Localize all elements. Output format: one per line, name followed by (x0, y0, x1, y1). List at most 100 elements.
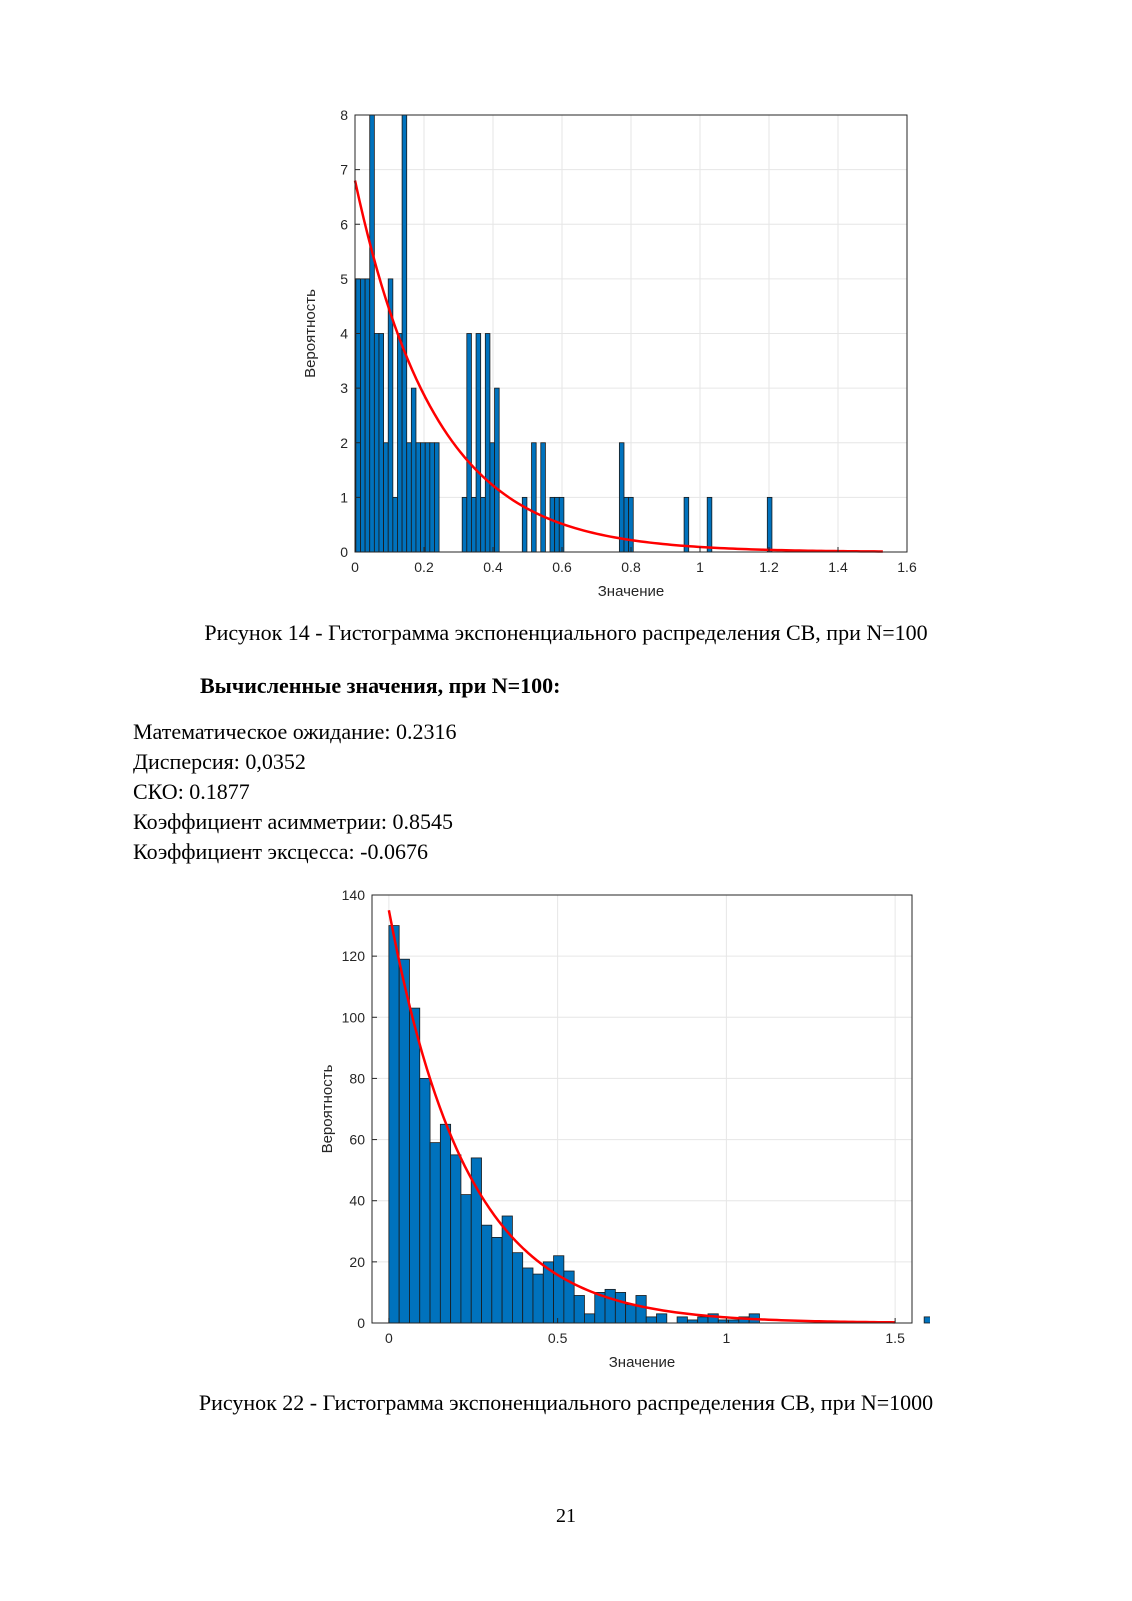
y-tick-label: 120 (342, 948, 366, 964)
x-axis-label: Значение (598, 583, 665, 600)
y-tick-label: 1 (340, 489, 348, 505)
x-tick-label: 0 (385, 1330, 393, 1346)
histogram-bar (706, 496, 713, 553)
histogram-bar (364, 278, 371, 553)
histogram-bar (604, 1288, 616, 1324)
histogram-bar (481, 1224, 493, 1324)
density-curve (353, 180, 883, 553)
histogram-bar (415, 442, 421, 553)
y-tick-label: 6 (340, 216, 348, 232)
histogram-bar (424, 442, 431, 553)
histogram-bar (623, 496, 630, 553)
stat-variance: Дисперсия: 0,0352 (133, 749, 306, 774)
histogram-bar (466, 333, 472, 553)
histogram-bar (392, 496, 398, 553)
histogram-bar (683, 496, 690, 553)
y-tick-label: 140 (342, 887, 366, 903)
histogram-bar (494, 387, 500, 553)
stat-skewness: Коэффициент асимметрии: 0.8545 (133, 809, 453, 834)
histogram-bar (540, 442, 546, 553)
histogram-bar (553, 1255, 565, 1324)
stats-list: Математическое ожидание: 0.2316 Дисперси… (133, 717, 457, 867)
histogram-bar (429, 1142, 441, 1324)
histogram-bar (522, 1267, 534, 1324)
y-tick-label: 3 (340, 380, 348, 396)
histogram-bar (409, 1007, 421, 1324)
x-tick-label: 0.6 (552, 559, 572, 575)
x-tick-label: 1 (696, 559, 704, 575)
histogram-bar (625, 1304, 637, 1324)
x-tick-label: 0.2 (414, 559, 434, 575)
y-tick-label: 40 (349, 1193, 365, 1209)
histogram-bar (489, 442, 495, 553)
y-tick-label: 100 (342, 1009, 366, 1025)
histogram-bar (429, 442, 435, 553)
histogram-bar (697, 1316, 709, 1324)
stat-std: СКО: 0.1877 (133, 779, 250, 804)
y-tick-label: 8 (340, 107, 348, 123)
histogram-bar (383, 442, 389, 553)
x-tick-label: 0.5 (548, 1330, 568, 1346)
y-tick-label: 7 (340, 162, 348, 178)
histogram-bar (531, 442, 537, 553)
histogram-bar (635, 1295, 647, 1324)
histogram-bar (480, 496, 486, 553)
density-curve (387, 910, 896, 1324)
x-tick-label: 1.4 (828, 559, 848, 575)
y-tick-label: 2 (340, 435, 348, 451)
histogram-bar (511, 1252, 524, 1324)
stat-kurtosis: Коэффициент эксцесса: -0.0676 (133, 839, 428, 864)
histogram-bar (401, 114, 408, 553)
histogram-bar (360, 278, 366, 553)
histogram-bar (355, 278, 361, 553)
histogram-n100: 0 0.2 0.4 0.6 0.8 1 1.2 1.4 1.6 0 1 2 3 4 5 6 7 8 Значение… (290, 100, 930, 615)
axes-box (371, 894, 913, 1324)
histogram-bar (420, 442, 426, 553)
x-tick-label: 1.2 (759, 559, 779, 575)
histogram-bar (573, 1295, 585, 1324)
y-tick-label: 20 (349, 1254, 365, 1270)
histogram-bar (475, 333, 482, 553)
histogram-bar (434, 442, 440, 553)
y-tick-label: 80 (349, 1070, 365, 1086)
histogram-bar (484, 333, 491, 553)
histogram-bar (628, 496, 634, 553)
histogram-bar (461, 496, 468, 553)
page-number: 21 (556, 1505, 576, 1527)
y-tick-label: 4 (340, 326, 348, 342)
histogram-bar (656, 1313, 668, 1324)
x-tick-label: 1.5 (885, 1330, 905, 1346)
histogram-n1000: 0 0.5 1 1.5 0 20 40 60 80 100 120 140 Значение Вероят… (290, 880, 930, 1380)
x-axis-label: Значение (609, 1354, 676, 1371)
y-tick-label: 0 (357, 1315, 365, 1331)
histogram-bar (532, 1273, 544, 1324)
histogram-bar (388, 925, 400, 1324)
y-tick-label: 60 (349, 1132, 365, 1148)
histogram-bar (378, 333, 385, 553)
figure-caption-14: Рисунок 14 - Гистограмма экспоненциально… (204, 620, 928, 645)
histogram-bar (766, 496, 773, 553)
histogram-bar (549, 496, 556, 553)
histogram-bar (406, 442, 412, 553)
histogram-bar (369, 114, 375, 553)
section-heading: Вычисленные значения, при N=100: (200, 673, 561, 698)
histogram-bar (439, 1123, 452, 1324)
y-axis-label: Вероятность (319, 1064, 336, 1153)
x-tick-label: 0.4 (483, 559, 503, 575)
histogram-bar (410, 387, 417, 553)
stat-mean: Математическое ожидание: 0.2316 (133, 719, 457, 744)
histogram-bar (419, 1078, 431, 1324)
x-tick-label: 1.6 (897, 559, 917, 575)
histogram-bar (450, 1154, 462, 1324)
histogram-bar (460, 1194, 472, 1324)
y-tick-label: 0 (340, 544, 348, 560)
y-axis-label: Вероятность (302, 289, 319, 378)
y-tick-label: 5 (340, 271, 348, 287)
histogram-bar (614, 1292, 627, 1324)
histogram-bar (491, 1236, 503, 1324)
histogram-bar (645, 1316, 657, 1324)
x-tick-label: 0 (351, 559, 359, 575)
histogram-bar (398, 958, 410, 1324)
histogram-bar (676, 1316, 688, 1324)
histogram-bar (373, 333, 380, 553)
